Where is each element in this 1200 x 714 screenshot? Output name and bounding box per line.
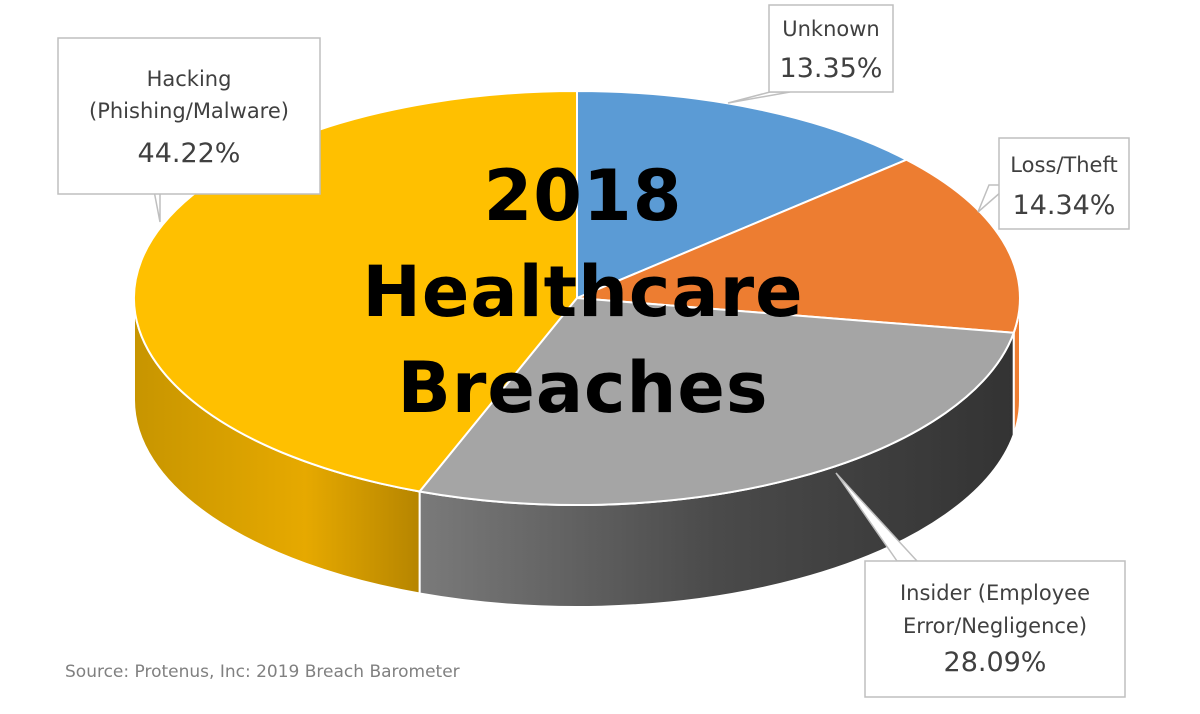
callout-label-hacking: (Phishing/Malware) <box>89 99 289 123</box>
pie-slice-loss-theft <box>576 158 1021 334</box>
callout-hacking: Hacking (Phishing/Malware) 44.22% <box>57 37 321 223</box>
callout-value-insider: 28.09% <box>944 647 1047 678</box>
callout-label-insider: Insider (Employee <box>900 581 1090 605</box>
callout-label-unknown: Unknown <box>782 17 879 41</box>
callout-value-hacking: 44.22% <box>138 138 241 169</box>
title-line-1: 2018 <box>484 155 683 237</box>
title-line-3: Breaches <box>397 347 768 429</box>
callout-value-unknown: 13.35% <box>780 53 883 84</box>
callout-label-hacking: Hacking <box>147 67 232 91</box>
callout-label-insider: Error/Negligence) <box>903 614 1087 638</box>
chart-title: 2018 Healthcare Breaches <box>362 155 803 429</box>
callout-value-loss-theft: 14.34% <box>1013 190 1116 221</box>
data-callouts: Unknown 13.35% Loss/Theft 14.34% Insider (Em… <box>57 4 1130 698</box>
pie-slice-unknown <box>576 89 909 300</box>
callout-label-loss-theft: Loss/Theft <box>1010 153 1117 177</box>
callout-insider: Insider (Employee Error/Negligence) 28.09% <box>835 472 1126 698</box>
callout-box-hacking <box>57 37 321 195</box>
callout-box-loss-theft <box>998 137 1130 230</box>
callout-loss-theft: Loss/Theft 14.34% <box>977 137 1130 230</box>
callout-box-unknown <box>768 4 894 93</box>
source-note: Source: Protenus, Inc: 2019 Breach Barom… <box>65 662 460 682</box>
title-line-2: Healthcare <box>362 251 803 333</box>
callout-box-insider <box>864 560 1126 698</box>
pie-slice-insider <box>417 296 1016 506</box>
callout-unknown: Unknown 13.35% <box>727 4 894 104</box>
callout-pointer-unknown <box>727 91 791 104</box>
